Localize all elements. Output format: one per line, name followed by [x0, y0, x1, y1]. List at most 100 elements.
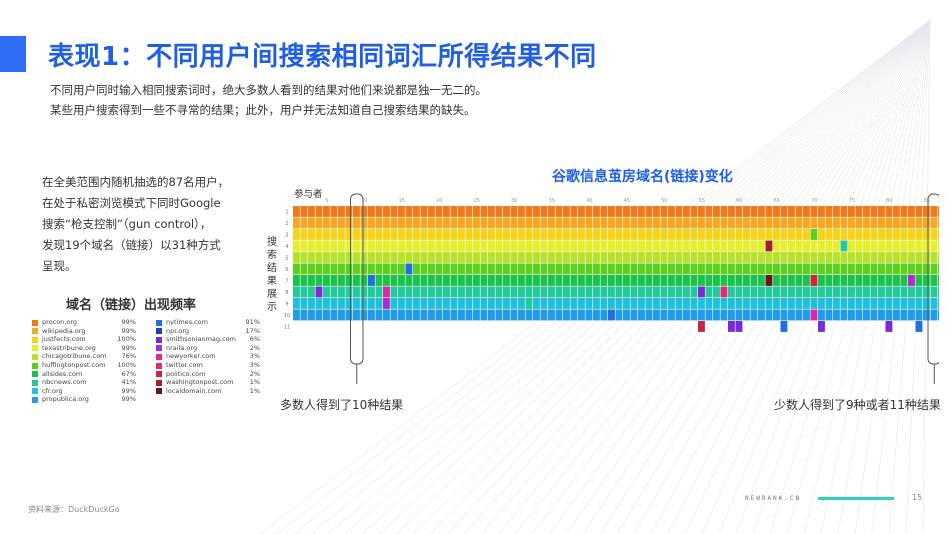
heatmap-cell	[473, 263, 480, 275]
heatmap-cell	[300, 240, 308, 252]
heatmap-cell	[720, 206, 728, 217]
heatmap-cell	[855, 286, 863, 298]
heatmap-cell	[300, 298, 308, 309]
heatmap-cell	[308, 252, 315, 263]
heatmap-cell	[570, 229, 578, 240]
heatmap-cell	[893, 217, 900, 229]
heatmap-cell	[758, 252, 765, 263]
heatmap-cell	[660, 206, 668, 217]
participants-label: 参与者	[294, 189, 323, 200]
heatmap-cell	[345, 286, 353, 298]
heatmap-cell	[735, 298, 743, 309]
heatmap-cell	[893, 240, 900, 252]
heatmap-cell	[908, 275, 915, 286]
heatmap-cell	[458, 309, 465, 321]
legend-percent: 99%	[121, 318, 136, 326]
heatmap-cell	[615, 263, 623, 275]
heatmap-cell	[660, 240, 668, 252]
heatmap-cell	[495, 240, 503, 252]
heatmap-cell	[345, 229, 353, 240]
heatmap-cell	[563, 217, 570, 229]
legend-percent: 2%	[249, 369, 260, 378]
heatmap-cell	[383, 298, 390, 309]
heatmap-cell	[458, 206, 465, 217]
legend-domain: twitter.com	[166, 361, 203, 369]
heatmap-cell	[840, 298, 848, 309]
heatmap-cell	[420, 263, 428, 275]
heatmap-cell	[615, 309, 623, 321]
heatmap-cell	[855, 229, 863, 240]
heatmap-cell	[638, 275, 645, 286]
heatmap-cell	[413, 298, 420, 309]
heatmap-cell	[803, 206, 810, 217]
legend-swatch	[156, 379, 162, 386]
heatmap-cell	[345, 309, 353, 321]
heatmap-cell	[735, 275, 743, 286]
heatmap-cell	[683, 298, 690, 309]
heatmap-cell	[878, 263, 885, 275]
heatmap-cell	[368, 252, 375, 263]
heatmap-cell	[375, 252, 383, 263]
heatmap-cell	[668, 217, 675, 229]
heatmap-cell	[593, 275, 600, 286]
heatmap-cell	[600, 206, 608, 217]
heatmap-cell	[645, 275, 653, 286]
heatmap-cell	[930, 275, 938, 286]
heatmap-cell	[360, 263, 368, 275]
heatmap-cell	[345, 240, 353, 252]
heatmap-cell	[473, 240, 480, 252]
heatmap-cell	[885, 321, 893, 332]
heatmap-cell	[773, 229, 780, 240]
heatmap-cell	[585, 229, 593, 240]
x-tick-label: 40	[586, 198, 592, 204]
y-tick-label: 9	[285, 301, 288, 307]
heatmap-cell	[848, 206, 855, 217]
heatmap-cell	[488, 275, 495, 286]
heatmap-cell	[765, 275, 773, 286]
heatmap-cell	[638, 298, 645, 309]
heatmap-cell	[833, 263, 840, 275]
heatmap-cell	[525, 206, 533, 217]
legend-swatch	[32, 388, 38, 395]
heatmap-cell	[390, 206, 398, 217]
legend-percent: 6%	[249, 335, 260, 344]
heatmap-cell	[443, 217, 450, 229]
heatmap-cell	[848, 217, 855, 229]
legend-swatch	[32, 345, 38, 352]
heatmap-cell	[825, 206, 833, 217]
heatmap-cell	[405, 240, 413, 252]
heatmap-cell	[848, 263, 855, 275]
heatmap-cell	[608, 229, 615, 240]
heatmap-cell	[810, 229, 818, 240]
heatmap-cell	[488, 298, 495, 309]
heatmap-cell	[660, 217, 668, 229]
heatmap-cell	[473, 298, 480, 309]
heatmap-cell	[600, 252, 608, 263]
legend-domain: washingtonpost.com	[166, 378, 234, 387]
heatmap-cell	[758, 240, 765, 252]
heatmap-cell	[660, 298, 668, 309]
heatmap-cell	[653, 263, 660, 275]
heatmap-cell	[638, 206, 645, 217]
heatmap-cell	[840, 252, 848, 263]
heatmap-cell	[593, 217, 600, 229]
legend-item: propublica.org 99%	[32, 395, 136, 404]
legend-domain: newyorker.com	[166, 352, 216, 361]
heatmap-cell	[570, 286, 578, 298]
heatmap-cell	[585, 286, 593, 298]
heatmap-cell	[878, 275, 885, 286]
heatmap-cell	[893, 206, 900, 217]
heatmap-cell	[870, 263, 878, 275]
heatmap-cell	[525, 217, 533, 229]
heatmap-cell	[705, 309, 713, 321]
heatmap-cell	[900, 252, 908, 263]
heatmap-cell	[735, 240, 743, 252]
x-tick-label: 20	[436, 198, 442, 204]
x-tick-label: 60	[736, 198, 742, 204]
heatmap-cell	[758, 229, 765, 240]
heatmap-cell	[323, 252, 330, 263]
heatmap-cell	[653, 229, 660, 240]
heatmap-cell	[855, 206, 863, 217]
heatmap-cell	[728, 252, 735, 263]
heatmap-cell	[668, 263, 675, 275]
